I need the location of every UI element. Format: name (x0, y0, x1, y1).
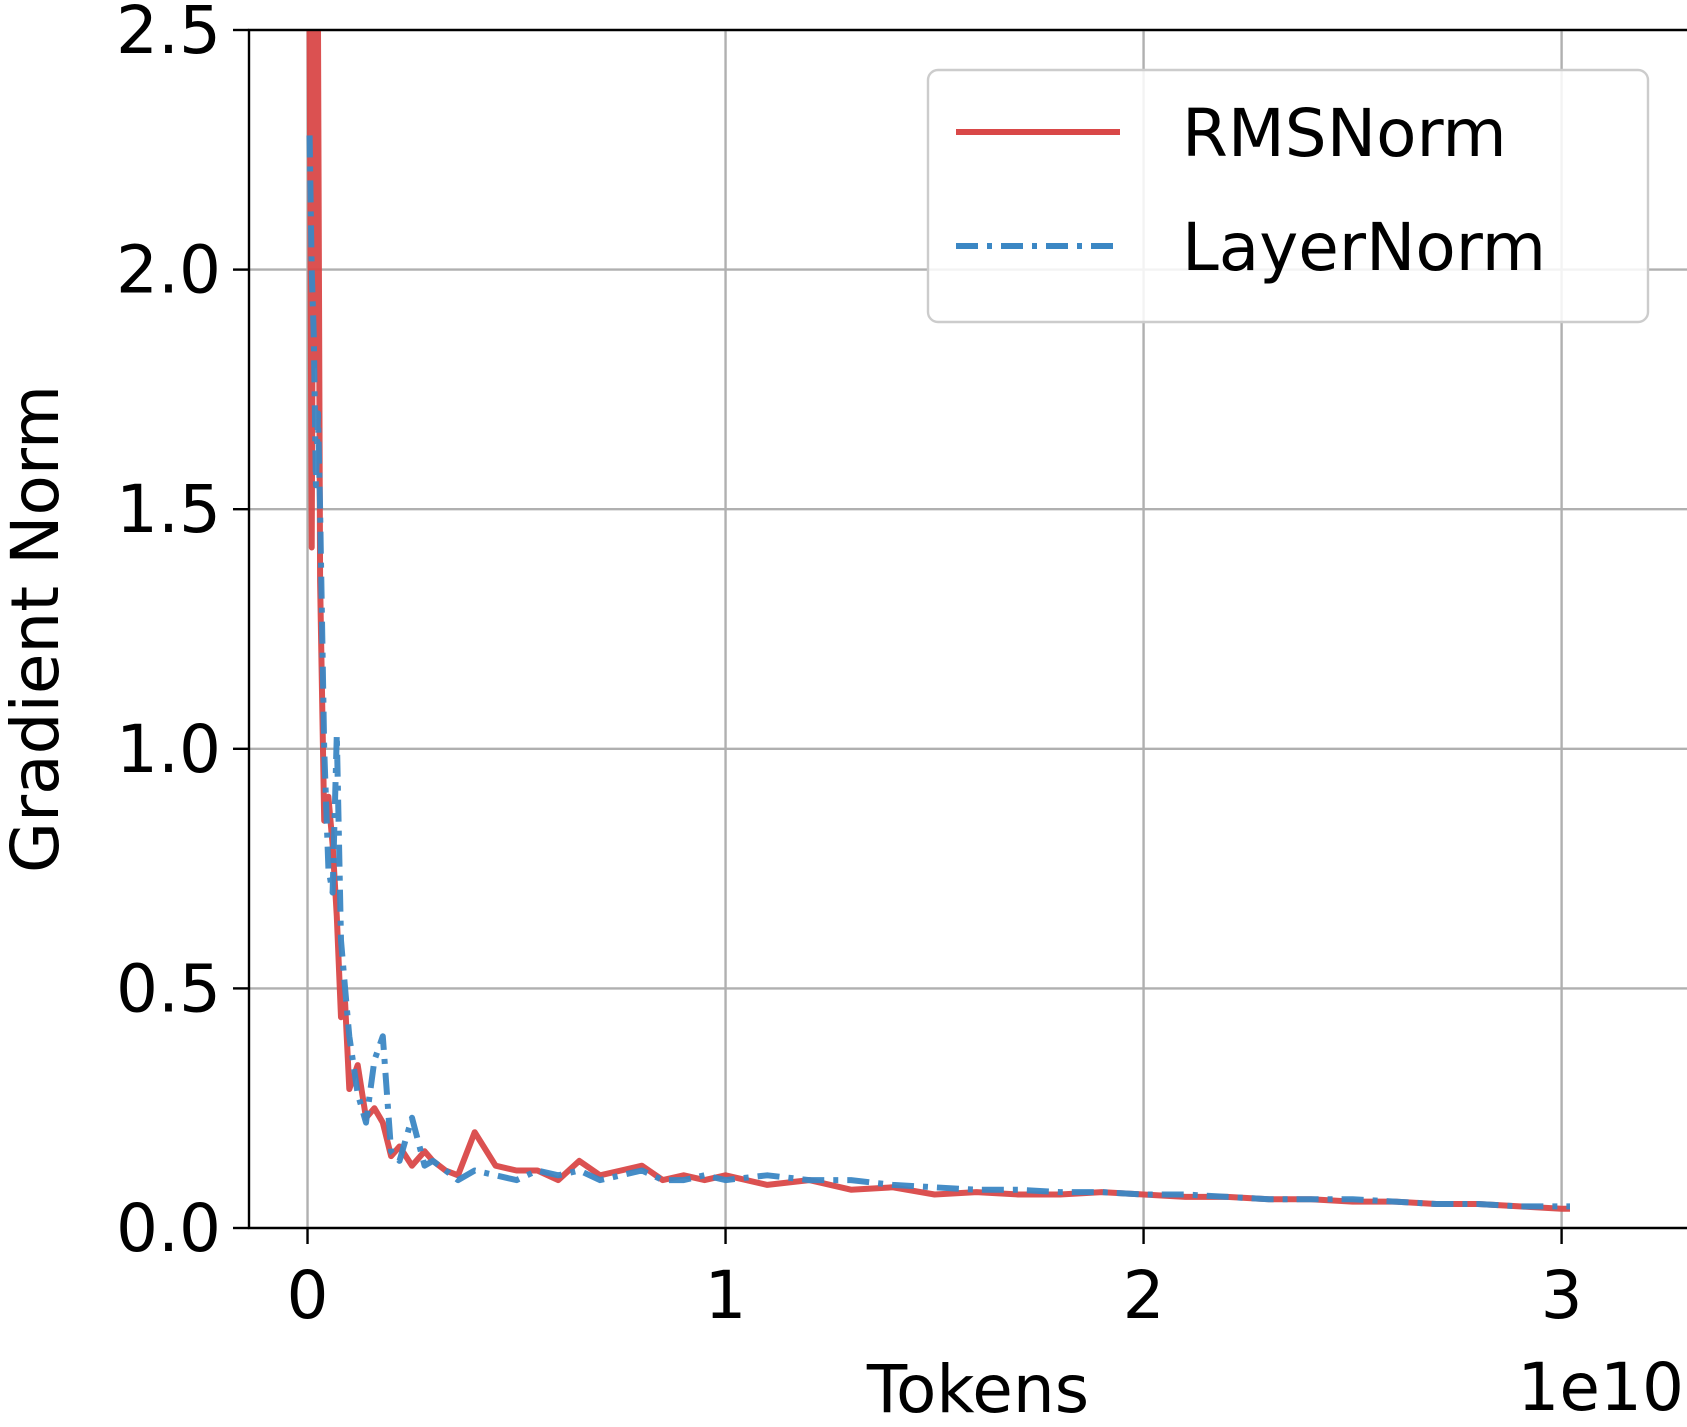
y-tick-label: 0.0 (116, 1190, 221, 1267)
series-line-rmsnorm (306, 30, 1570, 1212)
y-tick-label: 2.5 (116, 0, 221, 69)
legend: RMSNorm LayerNorm (926, 68, 1650, 324)
x-tick-label: 1 (705, 1257, 747, 1334)
series-lines (306, 30, 1570, 1212)
y-tick-label: 1.5 (116, 471, 221, 548)
axis-ticks: 0 1 2 3 0.0 0.5 1.0 1.5 2.0 2.5 (116, 0, 1583, 1334)
x-tick-label: 3 (1541, 1257, 1583, 1334)
x-tick-label: 2 (1123, 1257, 1165, 1334)
y-tick-label: 0.5 (116, 950, 221, 1027)
legend-label-rmsnorm: RMSNorm (1182, 95, 1507, 172)
x-axis-label: Tokens (866, 1351, 1089, 1427)
x-tick-label: 0 (287, 1257, 329, 1334)
y-axis-label: Gradient Norm (0, 385, 74, 873)
legend-label-layernorm: LayerNorm (1182, 209, 1546, 286)
plot-frame (247, 28, 1687, 1230)
y-tick-label: 2.0 (116, 232, 221, 309)
x-axis-multiplier: 1e10 (1517, 1349, 1684, 1426)
y-tick-label: 1.0 (116, 711, 221, 788)
